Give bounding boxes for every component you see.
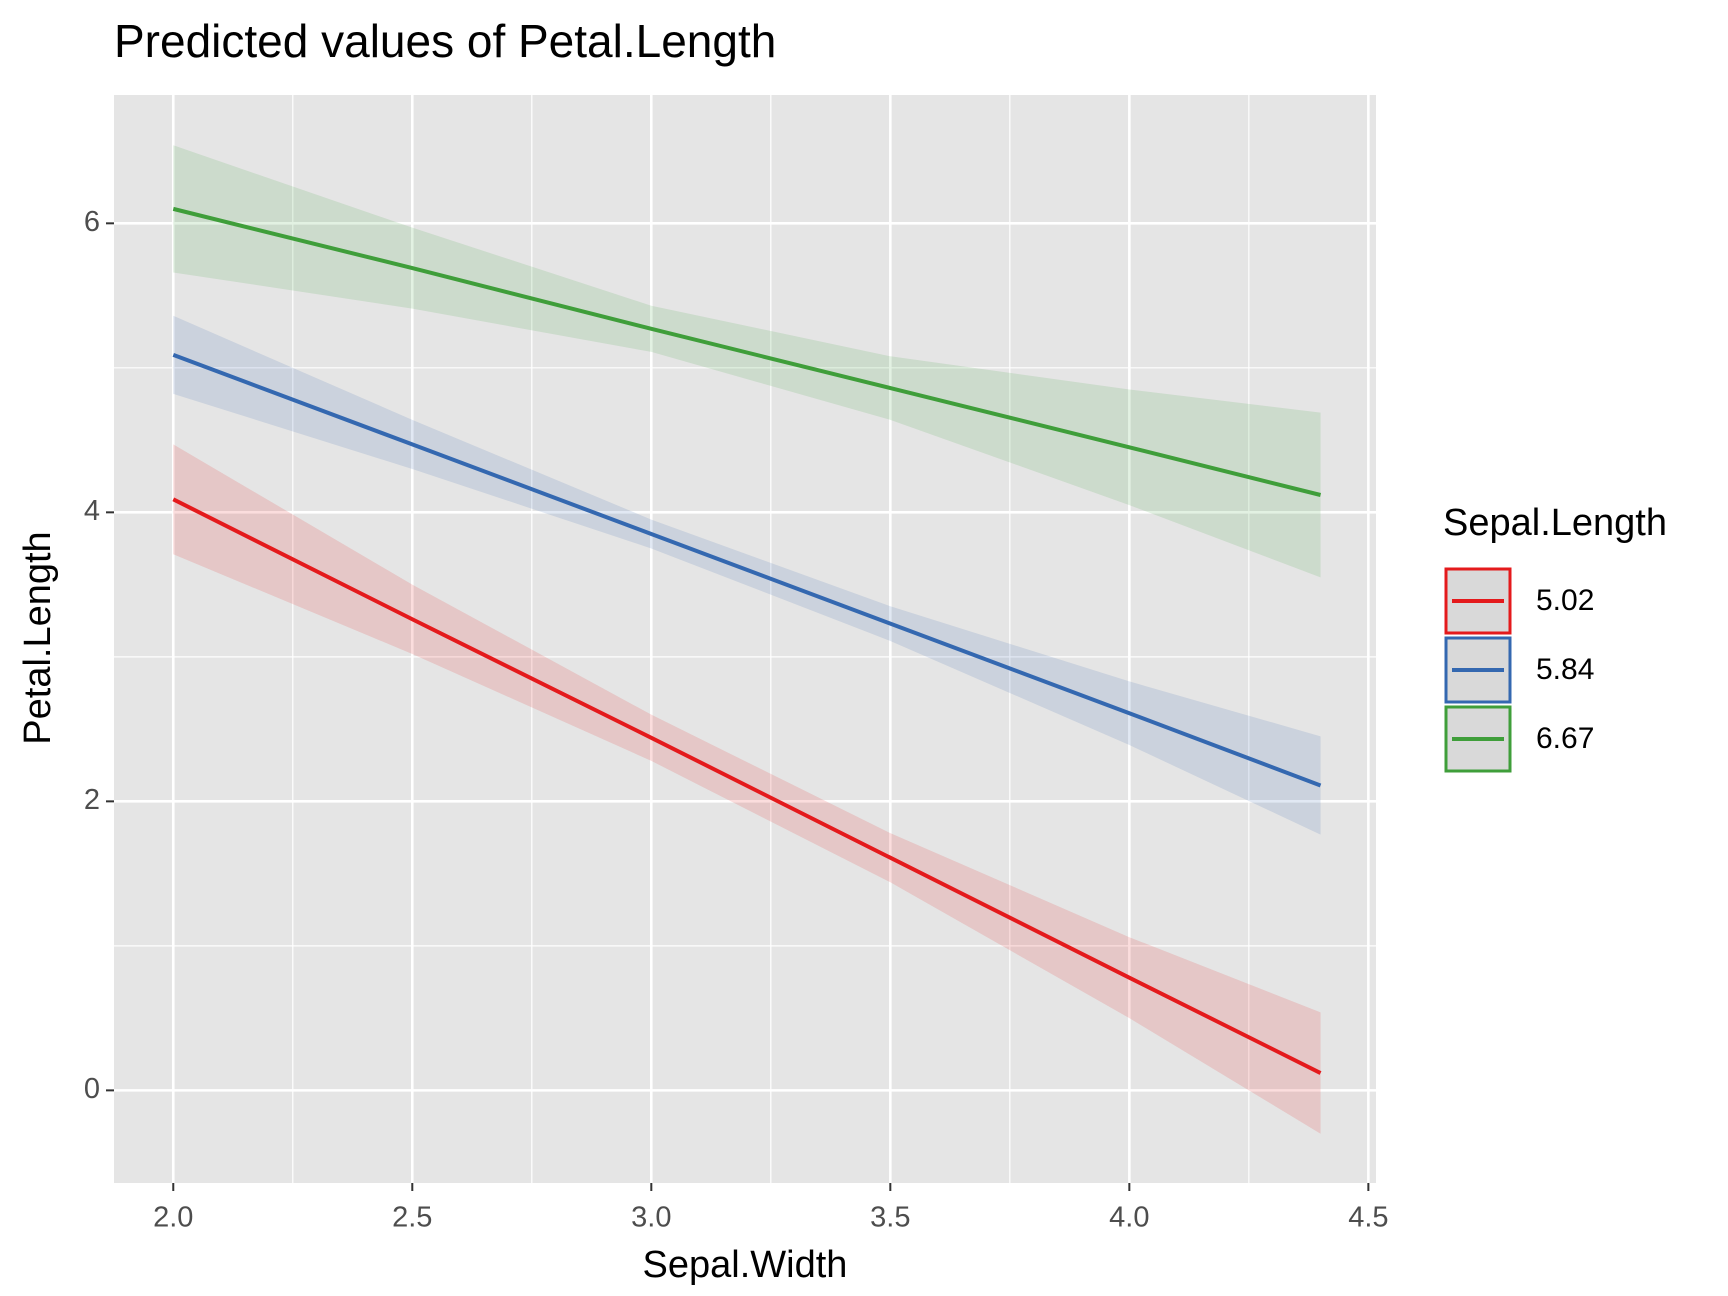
legend-title: Sepal.Length (1443, 502, 1667, 544)
x-tick-label: 4.0 (1109, 1202, 1149, 1234)
x-tick-label: 2.5 (392, 1202, 432, 1234)
x-tick-label: 2.0 (153, 1202, 193, 1234)
x-tick-label: 4.5 (1348, 1202, 1388, 1234)
confidence-band (173, 145, 1321, 578)
plot-panel (114, 95, 1376, 1183)
y-tick-label: 4 (84, 495, 100, 527)
x-axis-title: Sepal.Width (643, 1244, 848, 1286)
confidence-band (173, 315, 1321, 835)
line (172, 497, 1322, 1075)
line (172, 352, 1322, 788)
y-tick-label: 6 (84, 206, 100, 238)
legend-label: 5.84 (1536, 653, 1594, 686)
x-tick-label: 3.5 (870, 1202, 910, 1234)
x-tick-label: 3.0 (631, 1202, 671, 1234)
y-axis-title: Petal.Length (17, 531, 59, 744)
line (172, 206, 1322, 497)
legend-label: 5.02 (1536, 584, 1594, 617)
y-tick-label: 2 (84, 784, 100, 816)
legend-label: 6.67 (1536, 722, 1594, 755)
confidence-band (173, 444, 1321, 1134)
y-tick-label: 0 (84, 1073, 100, 1105)
chart-title: Predicted values of Petal.Length (114, 15, 776, 67)
